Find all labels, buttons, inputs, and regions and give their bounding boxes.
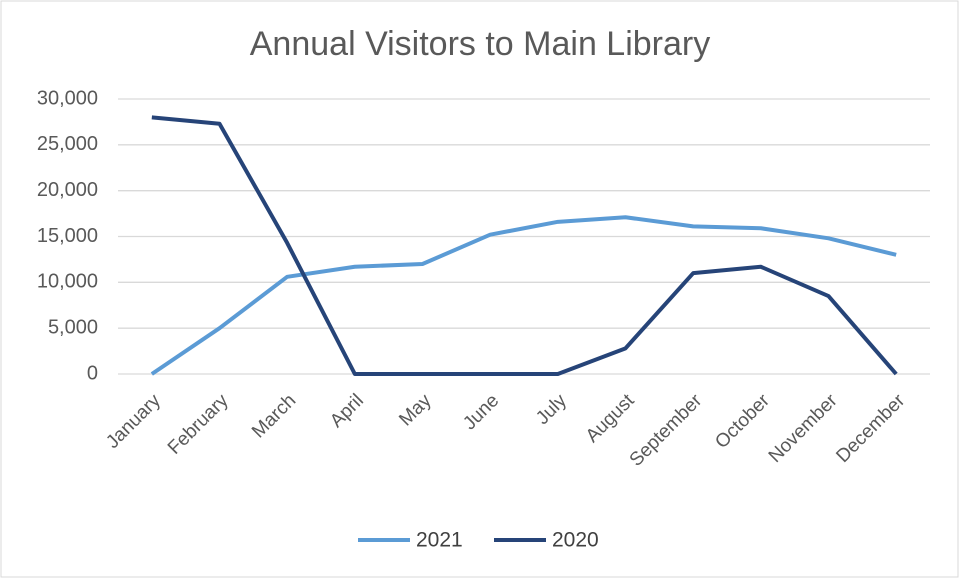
chart-title: Annual Visitors to Main Library <box>250 25 710 63</box>
y-tick-label: 20,000 <box>37 179 98 201</box>
y-tick-label: 25,000 <box>37 133 98 155</box>
y-tick-label: 5,000 <box>48 316 98 338</box>
y-tick-label: 10,000 <box>37 271 98 293</box>
line-series <box>151 115 898 376</box>
y-tick-label: 0 <box>87 362 98 384</box>
line-series <box>150 215 897 376</box>
legend-label: 2021 <box>416 529 463 552</box>
legend-label: 2020 <box>552 529 599 552</box>
y-tick-label: 15,000 <box>37 225 98 247</box>
y-tick-label: 30,000 <box>37 87 98 109</box>
